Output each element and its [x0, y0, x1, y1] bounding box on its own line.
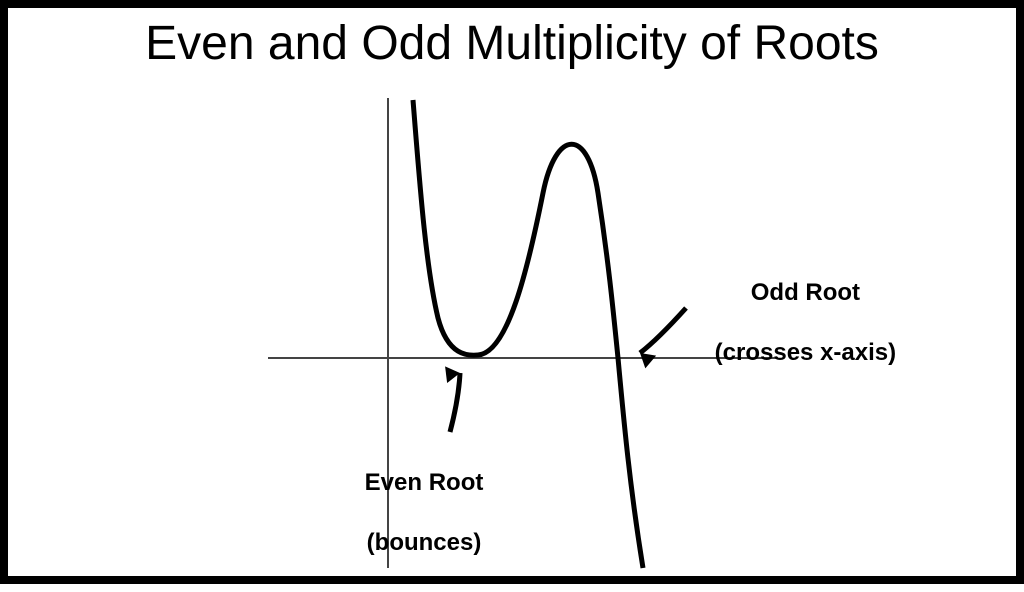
odd-root-arrow [635, 308, 686, 368]
even-root-label: Even Root (bounces) [338, 438, 483, 588]
even-root-arrow [445, 365, 461, 432]
odd-root-label: Odd Root (crosses x-axis) [688, 248, 896, 398]
odd-root-line2: (crosses x-axis) [715, 339, 896, 366]
odd-root-line1: Odd Root [751, 279, 860, 306]
even-root-line1: Even Root [365, 469, 484, 496]
diagram-frame: Even and Odd Multiplicity of Roots Odd R… [0, 0, 1024, 584]
even-root-line2: (bounces) [367, 529, 482, 556]
